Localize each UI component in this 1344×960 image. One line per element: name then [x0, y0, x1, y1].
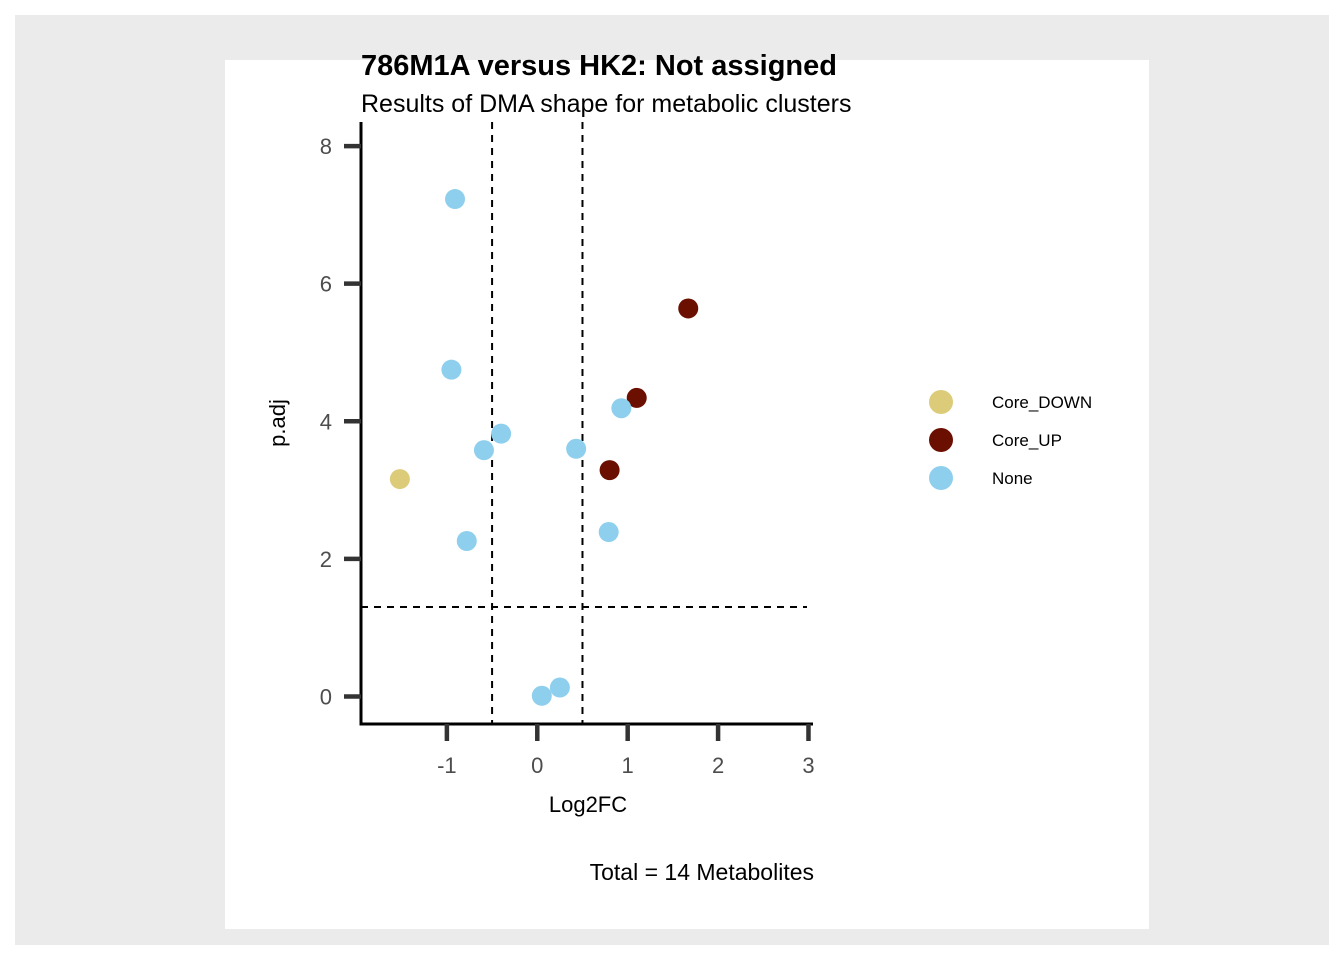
point-core-down: [389, 469, 410, 490]
point-none: [473, 440, 494, 461]
x-tick-label: -1: [437, 753, 457, 778]
x-axis-title: Log2FC: [549, 792, 627, 817]
point-core-up: [626, 387, 647, 408]
point-core-up: [678, 298, 699, 319]
point-none: [456, 530, 477, 551]
x-tick-label: 0: [531, 753, 543, 778]
point-none: [445, 189, 466, 210]
legend-label: Core_DOWN: [992, 393, 1092, 412]
x-tick-label: 2: [712, 753, 724, 778]
point-none: [611, 398, 632, 419]
x-tick-label: 3: [802, 753, 814, 778]
y-tick-label: 2: [320, 547, 332, 572]
point-none: [441, 359, 462, 380]
point-none: [598, 522, 619, 543]
y-tick-label: 4: [320, 409, 332, 434]
plot-background: [15, 15, 1329, 945]
x-tick-label: 1: [622, 753, 634, 778]
chart-subtitle: Results of DMA shape for metabolic clust…: [361, 90, 851, 118]
y-tick-label: 8: [320, 134, 332, 159]
data-points: [389, 189, 699, 706]
point-none: [491, 423, 512, 444]
point-none: [549, 677, 570, 698]
legend-key-none: [929, 466, 953, 490]
y-tick-label: 0: [320, 684, 332, 709]
chart-caption: Total = 14 Metabolites: [590, 859, 814, 885]
point-core-up: [599, 460, 620, 481]
y-tick-label: 6: [320, 272, 332, 297]
threshold-lines: [361, 122, 807, 724]
y-axis-title: p.adj: [265, 399, 290, 447]
axes: -1 0 1 2 3 0 2 4 6 8: [320, 122, 815, 778]
point-none: [566, 438, 587, 459]
plot-panel: [225, 60, 1149, 929]
legend-key-core-up: [929, 428, 953, 452]
legend-label: None: [992, 469, 1033, 488]
point-none: [531, 685, 552, 706]
legend-key-core-down: [929, 390, 953, 414]
chart-title: 786M1A versus HK2: Not assigned: [361, 50, 837, 82]
legend-label: Core_UP: [992, 431, 1062, 450]
legend: Core_DOWN Core_UP None: [929, 390, 1092, 490]
